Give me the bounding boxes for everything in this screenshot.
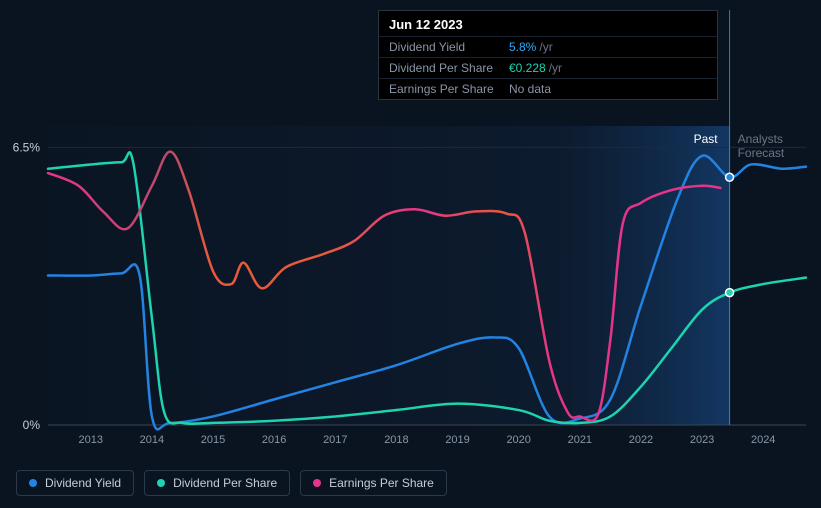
y-tick-label: 0% (23, 418, 41, 432)
tooltip-row-label: Dividend Per Share (389, 61, 509, 75)
past-region-label: Past (694, 132, 718, 146)
past-region (48, 126, 730, 425)
x-tick-label: 2013 (79, 434, 103, 446)
legend-item[interactable]: Earnings Per Share (300, 470, 447, 496)
x-tick-label: 2017 (323, 434, 347, 446)
y-tick-label: 6.5% (13, 140, 41, 154)
legend-dot (157, 479, 165, 487)
x-tick-label: 2021 (568, 434, 592, 446)
legend-item[interactable]: Dividend Yield (16, 470, 134, 496)
x-tick-label: 2024 (751, 434, 775, 446)
tooltip-row-label: Earnings Per Share (389, 82, 509, 96)
tooltip-row: Dividend Yield5.8%/yr (379, 36, 717, 57)
legend-label: Earnings Per Share (329, 476, 434, 490)
forecast-region-label: Analysts Forecast (738, 132, 821, 160)
tooltip-row-label: Dividend Yield (389, 40, 509, 54)
x-tick-label: 2016 (262, 434, 286, 446)
legend-dot (29, 479, 37, 487)
x-tick-label: 2014 (140, 434, 164, 446)
x-tick-label: 2018 (384, 434, 408, 446)
x-tick-label: 2022 (629, 434, 653, 446)
x-tick-label: 2019 (445, 434, 469, 446)
tooltip-row: Earnings Per ShareNo data (379, 78, 717, 99)
legend-label: Dividend Per Share (173, 476, 277, 490)
tooltip-row: Dividend Per Share€0.228/yr (379, 57, 717, 78)
tooltip-row-unit: /yr (539, 40, 552, 54)
chart-tooltip: Jun 12 2023 Dividend Yield5.8%/yrDividen… (378, 10, 718, 100)
legend-label: Dividend Yield (45, 476, 121, 490)
tooltip-row-value: No data (509, 82, 551, 96)
marker-dividend_per_share (726, 289, 734, 297)
tooltip-row-value: €0.228 (509, 61, 546, 75)
chart-legend: Dividend Yield Dividend Per Share Earnings… (16, 470, 447, 496)
x-tick-label: 2015 (201, 434, 225, 446)
tooltip-date: Jun 12 2023 (379, 11, 717, 36)
tooltip-row-value: 5.8% (509, 40, 536, 54)
tooltip-row-unit: /yr (549, 61, 562, 75)
legend-item[interactable]: Dividend Per Share (144, 470, 290, 496)
marker-dividend_yield (726, 173, 734, 181)
legend-dot (313, 479, 321, 487)
x-tick-label: 2023 (690, 434, 714, 446)
x-tick-label: 2020 (506, 434, 530, 446)
